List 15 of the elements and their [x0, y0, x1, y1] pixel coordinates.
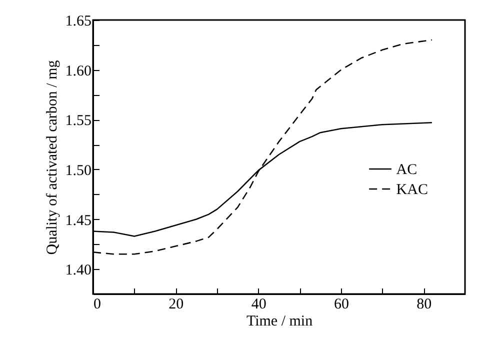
y-tick-label: 1.60 — [65, 63, 92, 80]
x-tick-label: 60 — [334, 296, 349, 312]
y-axis-title: Quality of activated carbon / mg — [44, 60, 60, 255]
y-tick-label: 1.40 — [65, 262, 92, 279]
legend-label: AC — [396, 162, 418, 178]
y-tick-label: 1.65 — [65, 14, 92, 30]
legend-label: KAC — [396, 182, 428, 198]
y-tick-label: 1.45 — [65, 212, 92, 229]
x-tick-label: 80 — [416, 296, 432, 312]
x-tick-label: 20 — [168, 296, 184, 312]
y-tick-label: 1.50 — [65, 162, 92, 179]
x-tick-label: 40 — [251, 296, 266, 312]
y-tick-label: 1.55 — [65, 113, 92, 130]
x-tick-label: 0 — [94, 296, 101, 312]
x-axis-title: Time / min — [246, 314, 314, 330]
